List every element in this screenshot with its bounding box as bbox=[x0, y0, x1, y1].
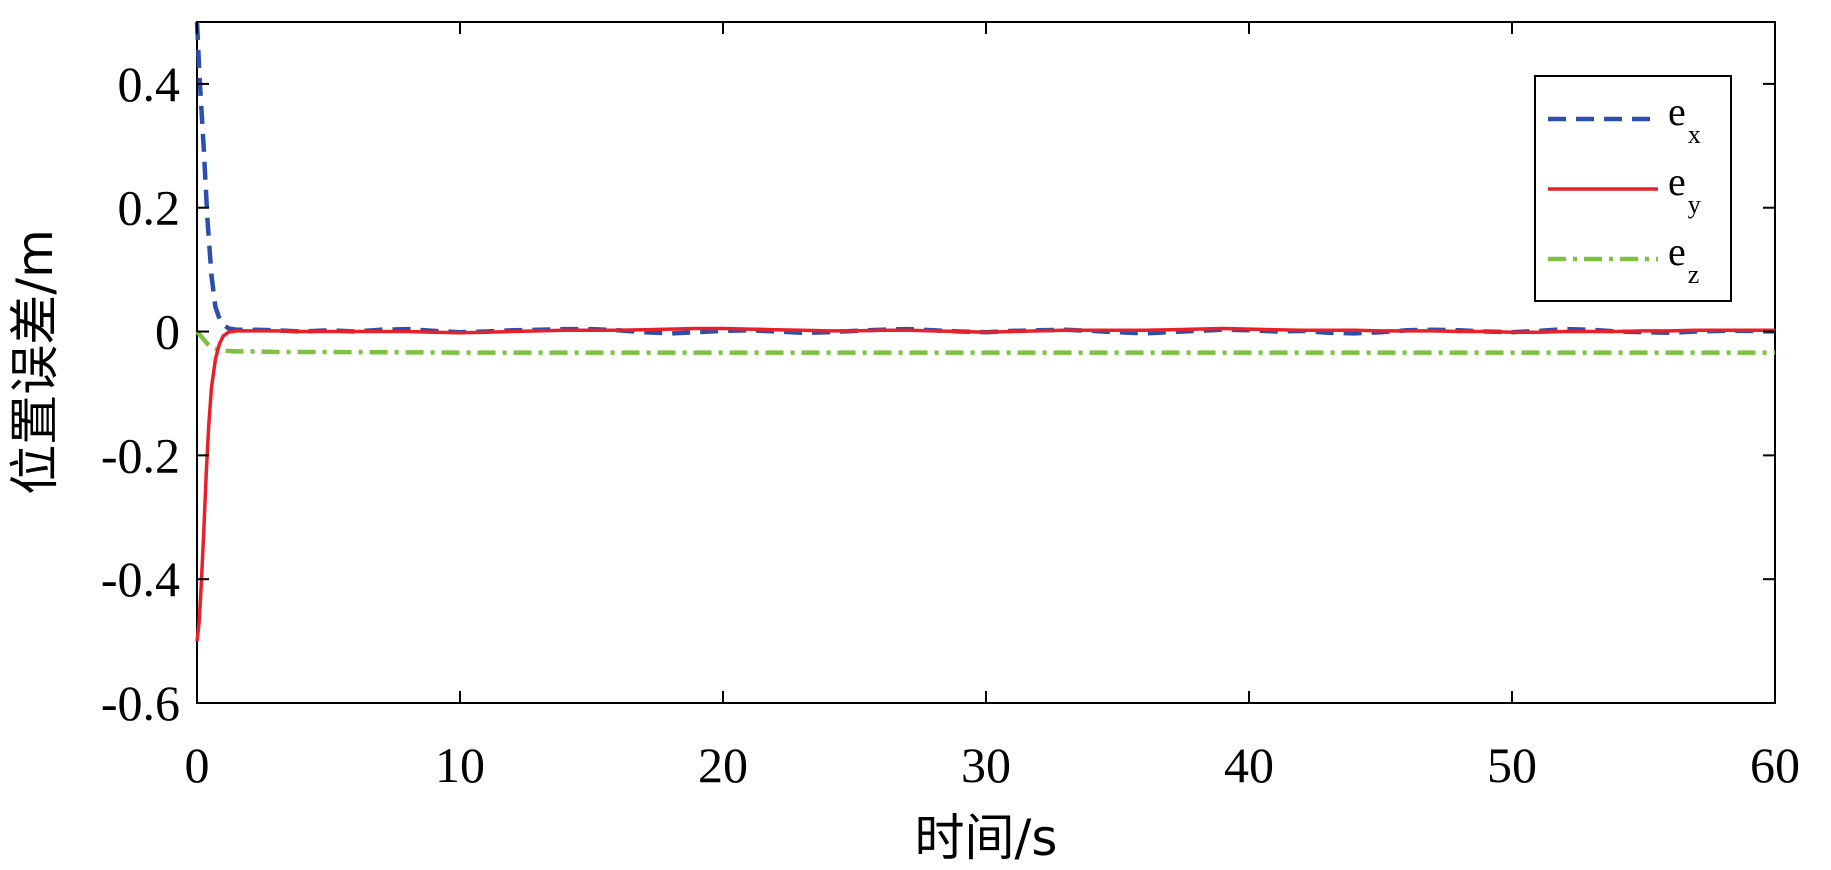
x-tick-label: 0 bbox=[185, 737, 210, 793]
x-tick-label: 30 bbox=[961, 737, 1011, 793]
legend-subscript: y bbox=[1688, 190, 1701, 219]
plot-frame bbox=[196, 21, 1776, 704]
series-line-ez bbox=[195, 330, 1775, 355]
legend-subscript: x bbox=[1688, 120, 1701, 149]
y-axis-title: 位置误差/m bbox=[6, 229, 64, 495]
y-tick-label: -0.2 bbox=[101, 427, 180, 483]
y-axis: -0.6 -0.4 -0.2 0 0.2 0.4 bbox=[101, 56, 1775, 731]
series-layer bbox=[194, 21, 1776, 642]
x-axis-title: 时间/s bbox=[915, 809, 1058, 867]
x-axis: 0 10 20 30 40 50 60 bbox=[185, 22, 1800, 793]
x-tick-label: 40 bbox=[1224, 737, 1274, 793]
plot-area bbox=[196, 21, 1776, 704]
y-tick-label: 0.2 bbox=[118, 180, 181, 236]
x-tick-label: 10 bbox=[435, 737, 485, 793]
y-tick-label: 0.4 bbox=[118, 56, 181, 112]
legend-subscript: z bbox=[1688, 260, 1700, 289]
y-tick-label: -0.4 bbox=[101, 551, 180, 607]
x-tick-label: 60 bbox=[1750, 737, 1800, 793]
series-line-ey bbox=[195, 326, 1775, 642]
y-tick-label: -0.6 bbox=[101, 675, 180, 731]
y-tick-label: 0 bbox=[155, 304, 180, 360]
x-tick-label: 50 bbox=[1487, 737, 1537, 793]
x-tick-label: 20 bbox=[698, 737, 748, 793]
